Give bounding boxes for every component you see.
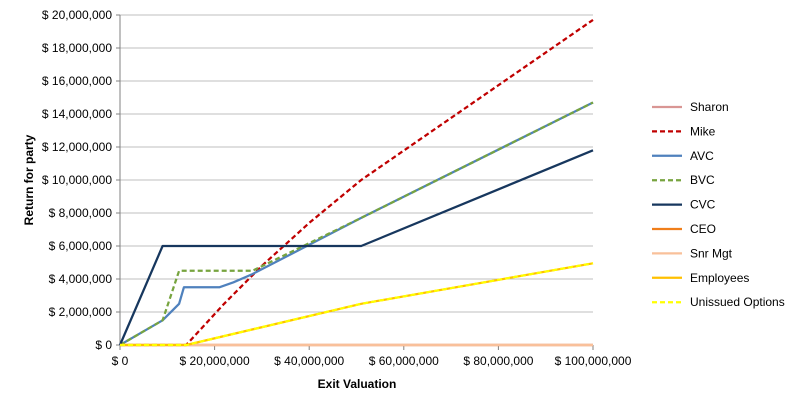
x-tick-label: $ 0 xyxy=(112,354,129,368)
y-tick-label: $ 8,000,000 xyxy=(49,206,113,220)
y-tick-label: $ 14,000,000 xyxy=(42,107,112,121)
y-tick-label: $ 16,000,000 xyxy=(42,74,112,88)
series-line-avc xyxy=(119,101,594,346)
x-tick-label: $ 80,000,000 xyxy=(463,354,533,368)
tick-labels: $ 0 $ 2,000,000 $ 4,000,000 $ 6,000,000 $ 8,… xyxy=(42,8,632,368)
y-tick-label: $ 20,000,000 xyxy=(42,8,112,22)
legend-label: Unissued Options xyxy=(690,295,785,309)
y-tick-label: $ 2,000,000 xyxy=(49,305,113,319)
x-tick-label: $ 100,000,000 xyxy=(555,354,632,368)
gridlines xyxy=(120,14,593,346)
series-line-cvc xyxy=(118,149,594,346)
legend-label: CEO xyxy=(690,222,716,236)
x-tick-label: $ 60,000,000 xyxy=(369,354,439,368)
y-tick-label: $ 18,000,000 xyxy=(42,41,112,55)
legend-label: CVC xyxy=(690,198,716,212)
y-tick-label: $ 12,000,000 xyxy=(42,140,112,154)
series-line-unissued-options xyxy=(120,262,594,347)
y-tick-label: $ 10,000,000 xyxy=(42,173,112,187)
legend-label: BVC xyxy=(690,173,715,187)
legend-label: Employees xyxy=(690,271,749,285)
legend-label: Mike xyxy=(690,124,716,138)
y-axis-title: Return for party xyxy=(22,134,36,225)
y-tick-label: $ 4,000,000 xyxy=(49,272,113,286)
legend-label: Snr Mgt xyxy=(690,246,733,260)
x-tick-label: $ 20,000,000 xyxy=(180,354,250,368)
x-axis-title: Exit Valuation xyxy=(318,377,397,391)
legend-label: AVC xyxy=(690,149,714,163)
series-line-bvc xyxy=(119,101,594,346)
y-tick-label: $ 6,000,000 xyxy=(49,239,113,253)
legend: Sharon Mike AVC BVC CVC CEO Snr Mgt Employees Un… xyxy=(652,100,785,309)
x-tick-label: $ 40,000,000 xyxy=(274,354,344,368)
y-tick-label: $ 0 xyxy=(95,338,112,352)
legend-label: Sharon xyxy=(690,100,729,114)
series-lines xyxy=(118,18,594,347)
